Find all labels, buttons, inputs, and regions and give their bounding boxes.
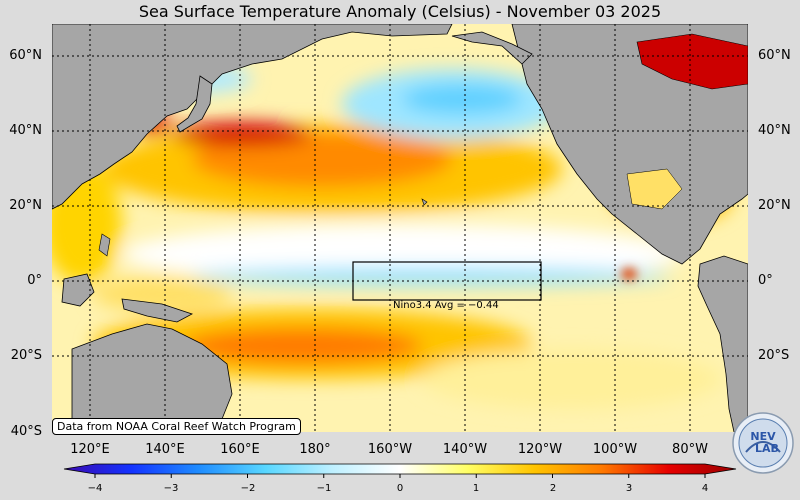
lat-label-right-40n: 40°N	[758, 123, 791, 138]
colorbar-tick-label: −4	[87, 483, 103, 494]
logo-text-b: LAB	[755, 442, 779, 455]
nino34-box	[352, 261, 542, 301]
lat-label-right-20n: 20°N	[758, 198, 791, 213]
lon-label-180: 180°	[299, 442, 331, 457]
lat-label-right-20s: 20°S	[758, 348, 790, 363]
lat-label-left-20s: 20°S	[10, 348, 42, 363]
colorbar-tick-label: 4	[701, 483, 709, 494]
data-source-note: Data from NOAA Coral Reef Watch Program	[52, 418, 301, 435]
lon-label-140e: 140°E	[145, 442, 185, 457]
lon-label-160e: 160°E	[220, 442, 260, 457]
sst-map[interactable]	[52, 24, 748, 432]
nino34-label: Nino3.4 Avg = −0.44	[393, 300, 499, 311]
colorbar-tick-label: 2	[549, 483, 557, 494]
hawaii	[421, 198, 428, 206]
lon-label-120e: 120°E	[70, 442, 110, 457]
lon-label-140w: 140°W	[442, 442, 488, 457]
lat-label-left-0: 0°	[27, 273, 42, 288]
asia-landmass	[52, 24, 453, 210]
lon-label-100w: 100°W	[592, 442, 638, 457]
colorbar-gradient	[63, 463, 737, 475]
lat-label-left-40s: 40°S	[10, 424, 42, 439]
north-america	[511, 24, 748, 265]
lat-label-right-0: 0°	[758, 273, 773, 288]
philippines	[98, 233, 111, 257]
new-guinea	[121, 298, 194, 323]
lon-label-160w: 160°W	[367, 442, 413, 457]
colorbar-tick-label: −3	[163, 483, 179, 494]
lat-label-left-20n: 20°N	[9, 198, 42, 213]
gulf-of-mexico	[626, 168, 683, 210]
australia	[71, 323, 233, 432]
lat-label-right-60n: 60°N	[758, 48, 791, 63]
logo-text-a: NEV	[750, 430, 776, 443]
lat-label-left-40n: 40°N	[9, 123, 42, 138]
colorbar	[63, 463, 737, 478]
borneo	[61, 273, 95, 307]
alaska-anomaly	[636, 33, 748, 90]
colorbar-tick-label: 3	[625, 483, 633, 494]
map-title: Sea Surface Temperature Anomaly (Celsius…	[138, 2, 662, 21]
colorbar-tick-label: −2	[240, 483, 256, 494]
colorbar-tick-label: 0	[396, 483, 404, 494]
colorbar-tick-label: 1	[472, 483, 480, 494]
south-america	[697, 255, 748, 432]
alaska-south	[451, 31, 533, 65]
lon-label-80w: 80°W	[672, 442, 708, 457]
lon-label-120w: 120°W	[517, 442, 563, 457]
nevlab-logo: NEV LAB	[732, 412, 794, 474]
colorbar-tick-label: −1	[316, 483, 332, 494]
land-masses	[52, 24, 748, 432]
lat-label-left-60n: 60°N	[9, 48, 42, 63]
japan	[176, 75, 213, 133]
graticule	[52, 24, 748, 432]
